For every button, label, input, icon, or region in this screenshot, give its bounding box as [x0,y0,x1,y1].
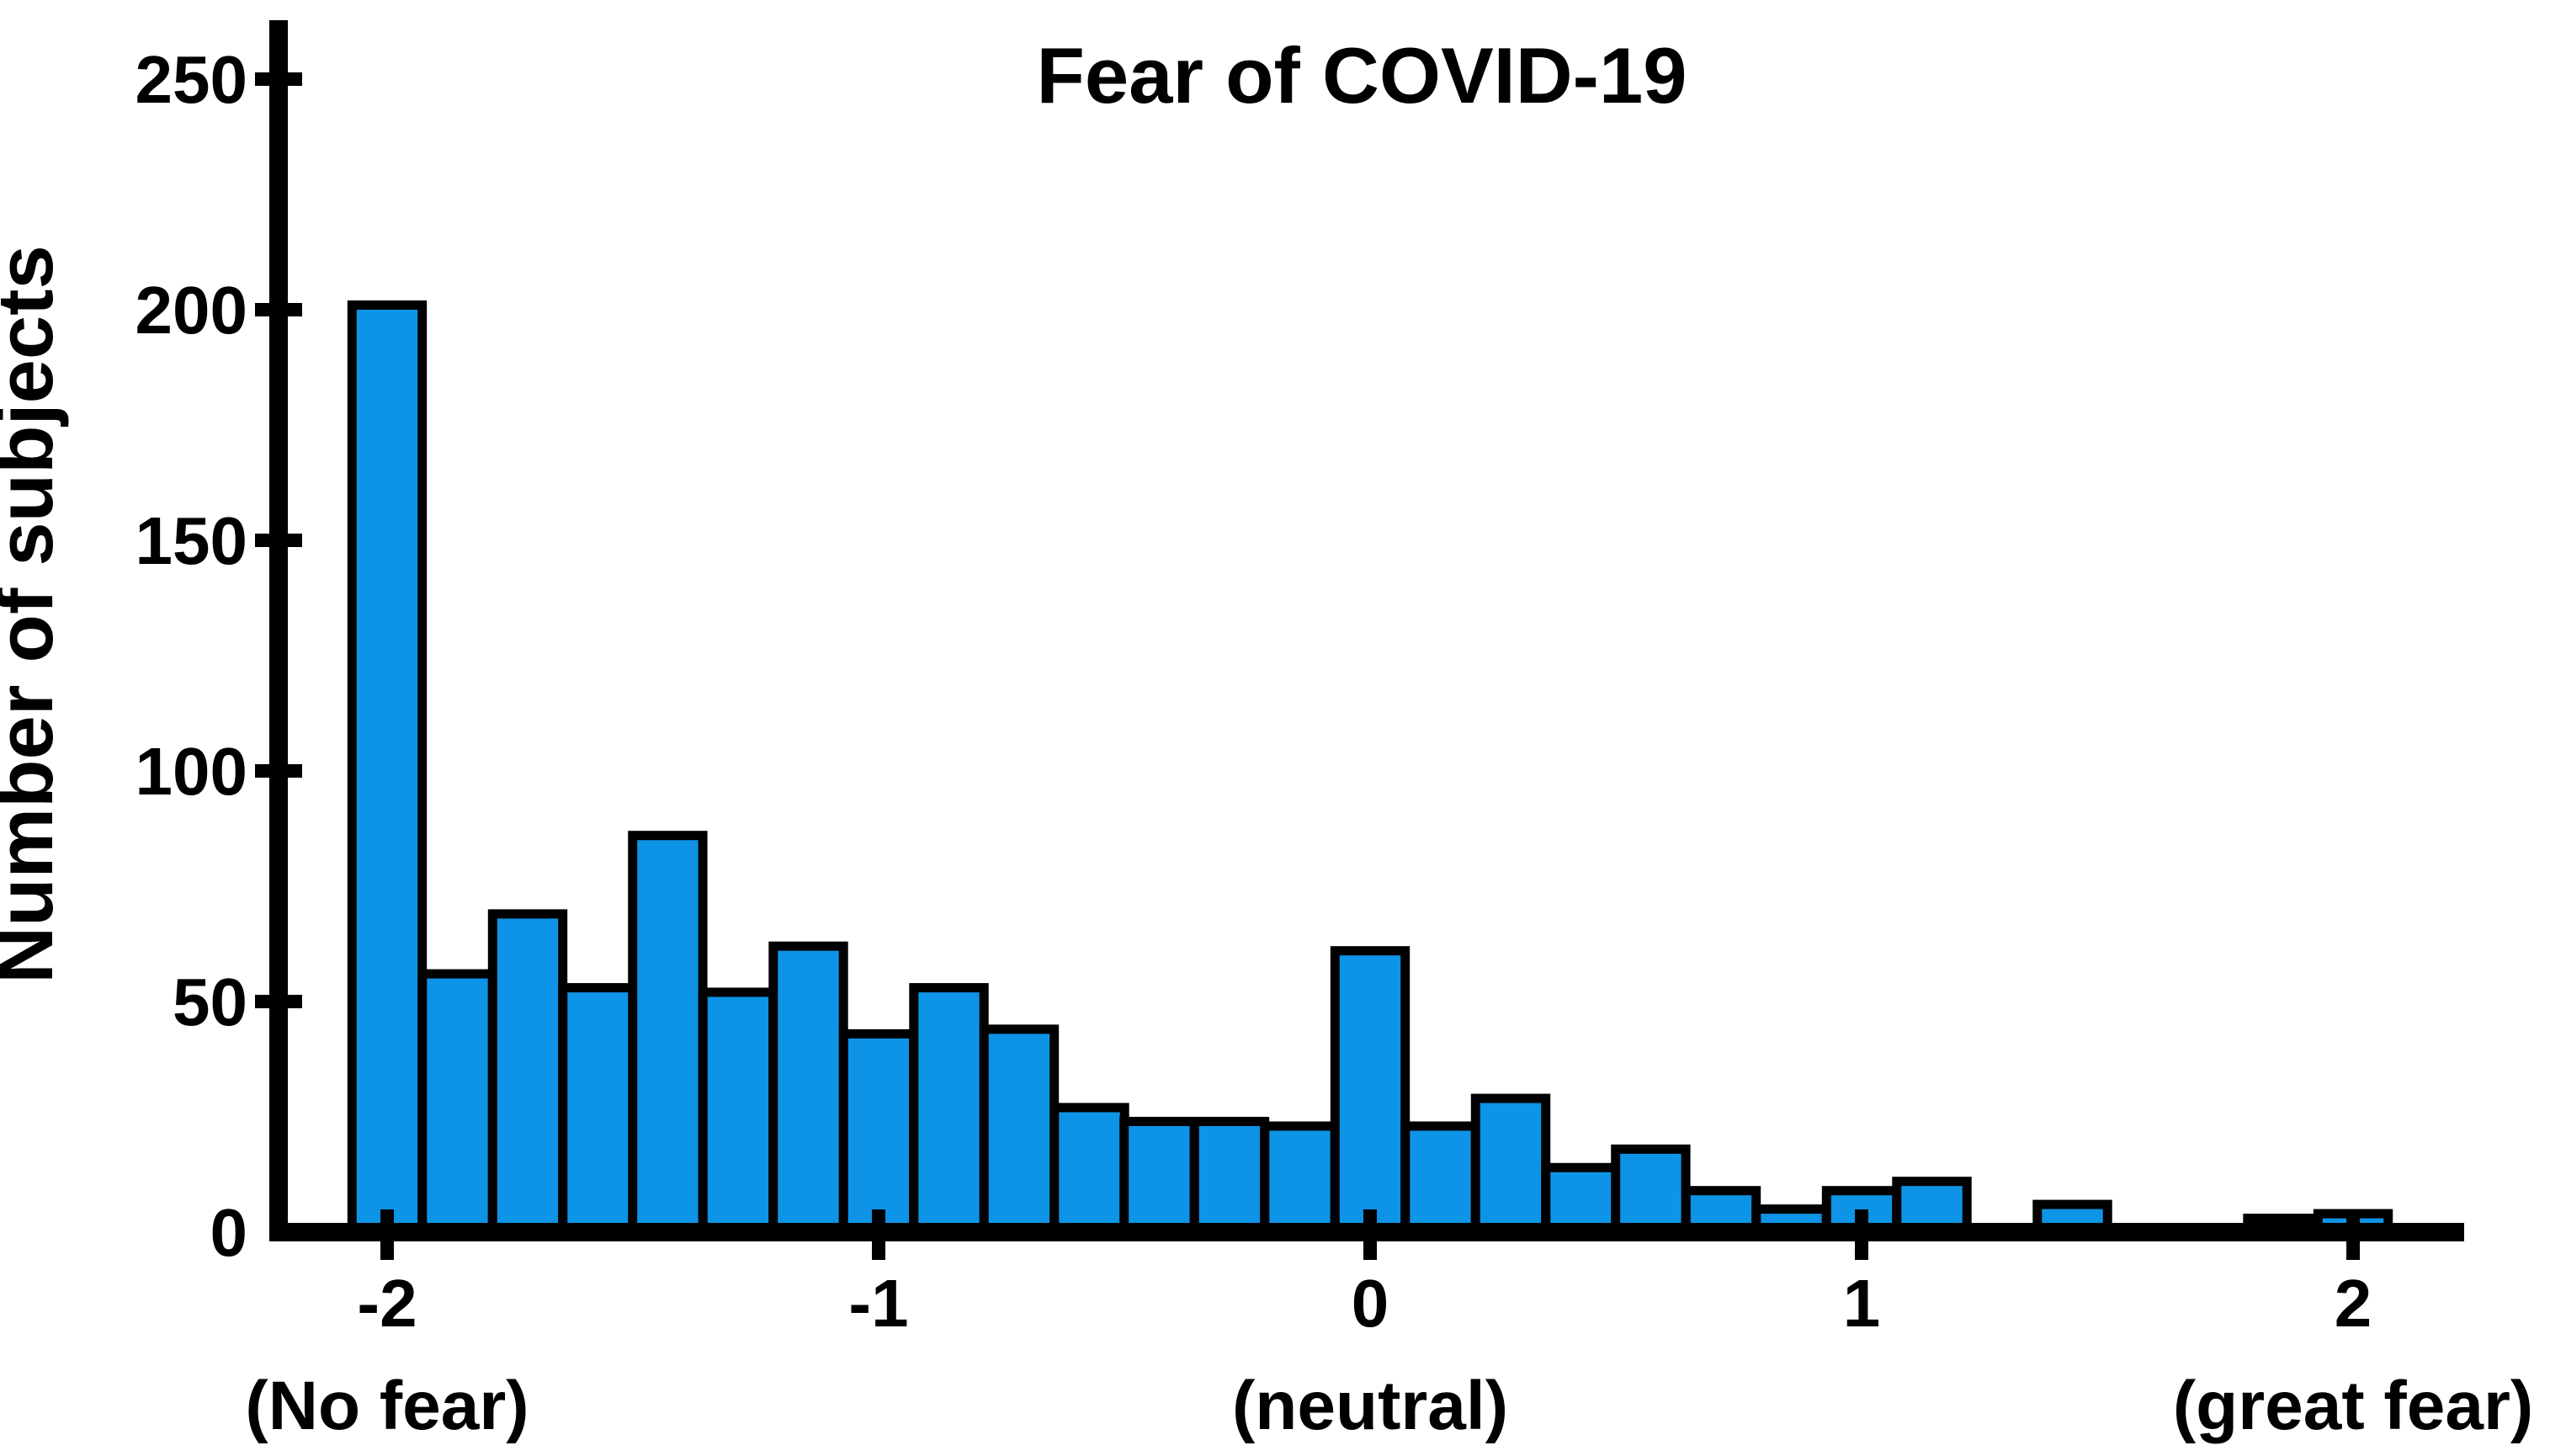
histogram-bar [1119,1117,1199,1237]
y-tick-mark [255,764,302,778]
histogram-bar [558,983,638,1237]
x-tick-label: 0 [1352,1266,1389,1341]
y-tick-label: 250 [135,42,247,117]
x-axis-sublabels: (No fear) (neutral) (great fear) [245,1368,2533,1444]
histogram-bar [1541,1162,1621,1237]
histogram-bar [698,987,778,1237]
x-tick-mark [1363,1209,1377,1260]
x-tick-label: -1 [848,1266,908,1341]
y-tick-mark [255,303,302,316]
x-tick-mark [2346,1209,2360,1260]
histogram-bar [1611,1144,1691,1237]
y-axis-title: Number of subjects [0,245,69,984]
y-tick-label: 150 [135,503,247,578]
y-tick-label: 200 [135,273,247,348]
histogram-bar [1189,1117,1270,1237]
x-tick-label: 1 [1843,1266,1881,1341]
histogram-bar [1260,1121,1340,1237]
histogram-bar [1049,1103,1129,1237]
y-tick-label: 50 [173,964,247,1039]
histogram-bar [1470,1093,1551,1237]
histogram-bar [979,1024,1060,1237]
x-tick-label: 2 [2335,1266,2372,1341]
histogram-bar [417,969,497,1237]
x-ticks-layer [380,1209,2360,1260]
bars-layer [347,300,2393,1237]
histogram-bar [1330,946,1411,1237]
y-tick-label: 0 [210,1195,248,1270]
x-tick-mark [1855,1209,1868,1260]
x-tick-labels: -2 -1 0 1 2 [357,1266,2372,1341]
histogram-bar [768,941,848,1237]
y-tick-labels: 0 50 100 150 200 250 [135,42,247,1270]
text-layer: Fear of COVID-19 Number of subjects 0 50 1… [0,31,2533,1444]
x-tick-mark [380,1209,394,1260]
x-axis-sublabel: (No fear) [245,1368,529,1444]
y-ticks-layer [255,72,302,1008]
y-tick-mark [255,534,302,547]
y-axis-line [269,20,288,1241]
y-tick-label: 100 [135,734,247,809]
histogram-bar [628,831,708,1237]
y-tick-mark [255,72,302,86]
y-tick-mark [255,995,302,1008]
x-axis-sublabel: (great fear) [2173,1368,2533,1444]
histogram-bar [838,1028,919,1237]
x-axis-sublabel: (neutral) [1232,1368,1508,1444]
x-tick-mark [872,1209,885,1260]
histogram-bar [487,909,568,1237]
axes-layer [255,20,2464,1260]
histogram-bar [909,983,989,1237]
histogram-bar [347,300,428,1237]
histogram-bar [1400,1121,1480,1237]
x-tick-label: -2 [357,1266,417,1341]
chart-title: Fear of COVID-19 [1036,31,1687,120]
